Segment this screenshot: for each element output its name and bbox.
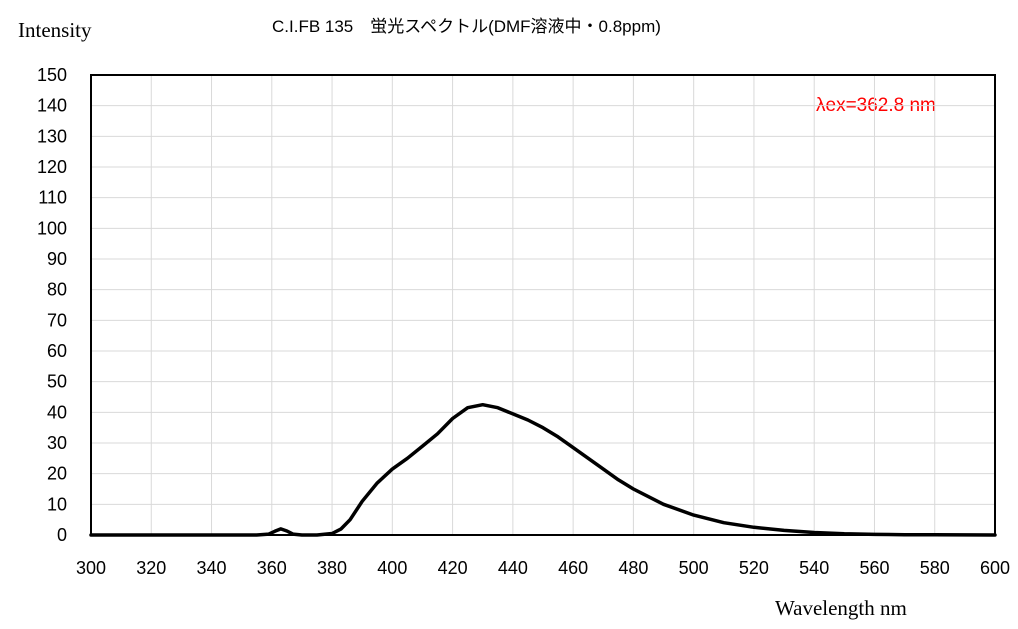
y-tick-label: 100 xyxy=(37,218,67,238)
plot-frame xyxy=(90,74,996,536)
y-tick-label: 30 xyxy=(47,433,67,453)
x-tick-label: 500 xyxy=(679,558,709,578)
chart-title: C.I.FB 135 蛍光スペクトル(DMF溶液中・0.8ppm) xyxy=(272,17,661,36)
y-axis-label: Intensity xyxy=(18,18,92,42)
y-tick-label: 70 xyxy=(47,310,67,330)
x-tick-label: 340 xyxy=(197,558,227,578)
x-tick-label: 540 xyxy=(799,558,829,578)
y-tick-label: 90 xyxy=(47,249,67,269)
x-tick-label: 400 xyxy=(377,558,407,578)
y-tick-label: 150 xyxy=(37,65,67,85)
y-tick-label: 10 xyxy=(47,494,67,514)
y-tick-label: 60 xyxy=(47,341,67,361)
spectrum-line xyxy=(89,402,997,537)
x-tick-label: 440 xyxy=(498,558,528,578)
x-tick-label: 600 xyxy=(980,558,1010,578)
y-tick-label: 110 xyxy=(38,188,67,208)
x-tick-label: 300 xyxy=(76,558,106,578)
x-tick-label: 420 xyxy=(438,558,468,578)
y-tick-label: 20 xyxy=(47,464,67,484)
y-tick-label: 40 xyxy=(47,402,67,422)
y-tick-label: 50 xyxy=(47,372,67,392)
y-tick-label: 130 xyxy=(37,126,67,146)
y-tick-label: 140 xyxy=(37,96,67,116)
x-axis-label: Wavelength nm xyxy=(775,596,907,620)
y-tick-label: 0 xyxy=(57,525,67,545)
y-tick-label: 120 xyxy=(37,157,67,177)
x-tick-label: 320 xyxy=(136,558,166,578)
x-tick-label: 480 xyxy=(618,558,648,578)
x-tick-label: 460 xyxy=(558,558,588,578)
x-tick-label: 380 xyxy=(317,558,347,578)
x-tick-label: 360 xyxy=(257,558,287,578)
y-tick-label: 80 xyxy=(47,280,67,300)
x-tick-label: 580 xyxy=(920,558,950,578)
x-tick-label: 520 xyxy=(739,558,769,578)
x-tick-label: 560 xyxy=(859,558,889,578)
